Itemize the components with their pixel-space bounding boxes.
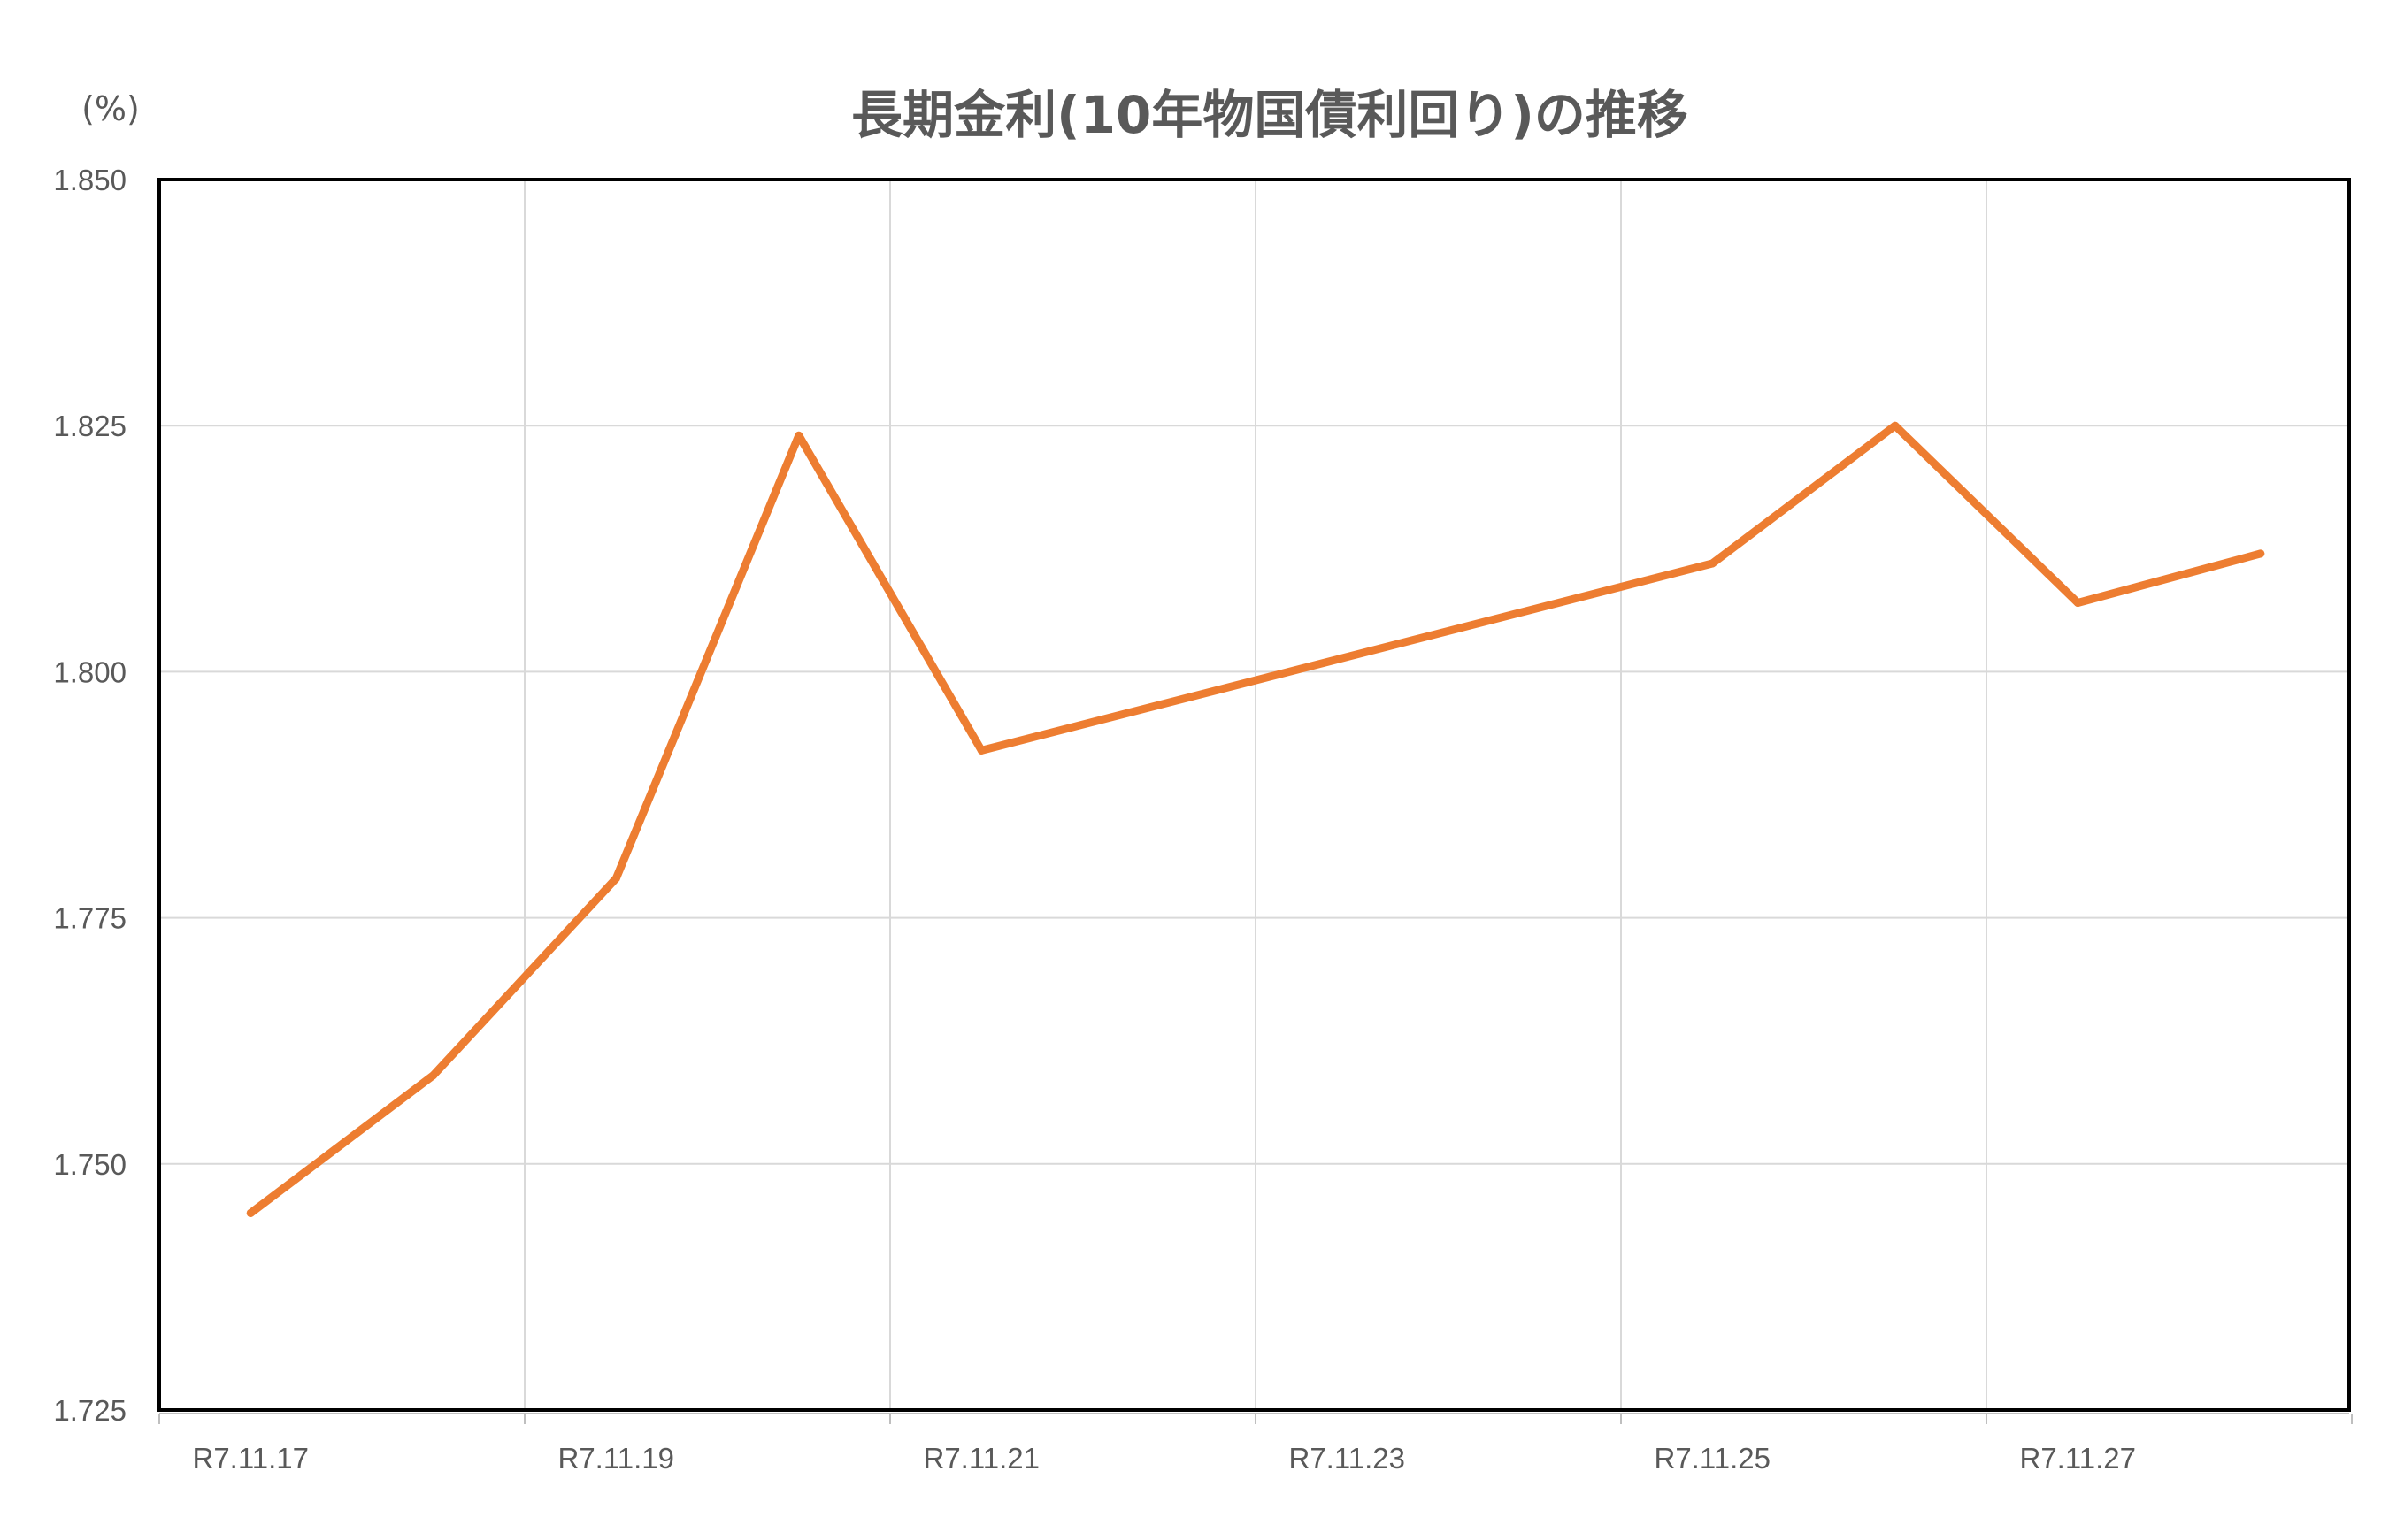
y-tick-label: 1.725 (53, 1394, 127, 1427)
y-tick-label: 1.800 (53, 655, 127, 688)
data-point (429, 1071, 438, 1080)
x-tick-label: R7.11.25 (1655, 1442, 1771, 1475)
y-tick-label: 1.750 (53, 1148, 127, 1181)
data-point (2256, 549, 2265, 558)
data-point (1891, 421, 1900, 430)
y-axis-ticks: 1.725 1.750 1.775 1.800 1.825 1.850 (53, 164, 127, 1427)
y-axis-unit-label: (%) (81, 89, 140, 128)
x-axis-ticks: R7.11.17 R7.11.19 R7.11.21 R7.11.23 R7.11.25… (158, 1413, 2353, 1475)
x-tick-label: R7.11.21 (924, 1442, 1040, 1475)
data-point (611, 874, 620, 883)
y-tick-label: 1.825 (53, 410, 127, 442)
plot-area-border (157, 178, 2351, 1412)
data-point (2073, 599, 2082, 608)
gridlines (159, 180, 2349, 1410)
x-tick-label: R7.11.23 (1289, 1442, 1405, 1475)
y-tick-label: 1.775 (53, 902, 127, 935)
x-tick-label: R7.11.27 (2020, 1442, 2136, 1475)
data-point (795, 431, 803, 440)
chart-title: 長期金利(10年物国債利回り)の推移 (851, 85, 1688, 145)
x-tick-label: R7.11.19 (558, 1442, 674, 1475)
data-point (246, 1208, 255, 1217)
x-tick-label: R7.11.17 (193, 1442, 309, 1475)
data-point (1708, 559, 1717, 568)
data-point (977, 746, 986, 755)
series-layer (246, 421, 2265, 1217)
y-tick-label: 1.850 (53, 164, 127, 196)
